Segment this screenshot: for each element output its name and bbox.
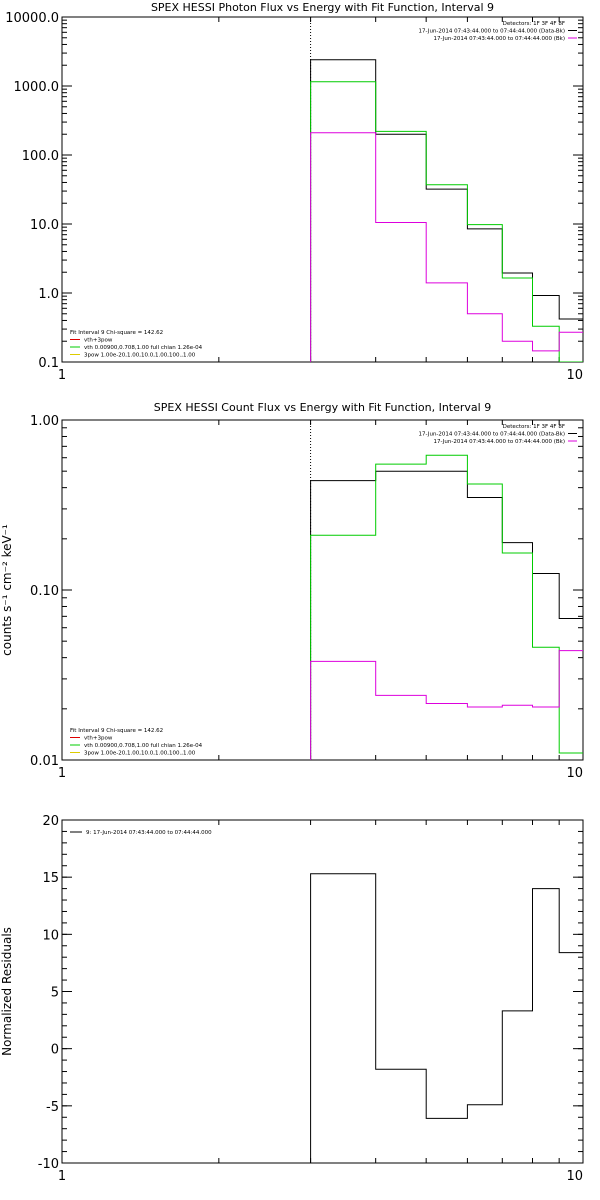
legend-text: 17-Jun-2014 07:43:44.000 to 07:44:44.000… xyxy=(433,36,565,42)
y-tick-label: 0.1 xyxy=(38,356,59,371)
series-line-2 xyxy=(310,81,583,362)
y-tick-label: -10 xyxy=(38,1157,59,1172)
series-line-1 xyxy=(310,873,583,1163)
y-tick-label: 100.0 xyxy=(22,149,59,164)
series-line-1 xyxy=(310,470,583,760)
series-line-3 xyxy=(310,650,583,760)
y-tick-label: 0 xyxy=(51,1043,59,1058)
legend-text: Fit Interval 9 Chi-square = 142.62 xyxy=(70,330,163,336)
y-tick-label: 10000.0 xyxy=(5,11,59,26)
legend-text: 3pow 1.00e-20,1.00,10.0,1.00,100.,1.00 xyxy=(84,353,196,359)
series-line-3 xyxy=(310,132,583,362)
legend-text: vth+3pow xyxy=(84,736,113,742)
legend-text: vth+3pow xyxy=(84,338,113,344)
legend-text: 17-Jun-2014 07:43:44.000 to 07:44:44.000… xyxy=(419,432,565,438)
legend-text: 3pow 1.00e-20,1.00,10.0,1.00,100.,1.00 xyxy=(84,751,196,757)
y-tick-label: -5 xyxy=(46,1100,59,1115)
y-axis-label: Normalized Residuals xyxy=(0,927,14,1056)
y-tick-label: 0.10 xyxy=(30,584,59,599)
x-tick-label: 10 xyxy=(566,766,583,781)
legend-text: vth 0.00900,0.708,1.00 full chian 1.26e-… xyxy=(84,345,203,351)
chart-panel-2: SPEX HESSI Count Flux vs Energy with Fit… xyxy=(0,401,584,781)
y-tick-label: 1000.0 xyxy=(14,80,60,95)
legend-text: Detectors: 1F 3F 4F 8F xyxy=(503,424,565,430)
chart-title: SPEX HESSI Count Flux vs Energy with Fit… xyxy=(154,401,491,414)
legend-text: 17-Jun-2014 07:43:44.000 to 07:44:44.000… xyxy=(433,439,565,445)
y-tick-label: 1.00 xyxy=(30,414,59,429)
y-tick-label: 15 xyxy=(42,871,59,886)
x-tick-label: 1 xyxy=(58,1169,66,1184)
series-line-1 xyxy=(310,59,583,362)
plot-frame xyxy=(61,16,584,363)
y-axis-label: counts s⁻¹ cm⁻² keV⁻¹ xyxy=(0,524,14,656)
series-line-2 xyxy=(310,454,583,760)
legend-text: 9: 17-Jun-2014 07:43:44.000 to 07:44:44.… xyxy=(86,830,212,836)
plot-frame xyxy=(61,419,584,761)
y-tick-label: 10 xyxy=(42,928,59,943)
y-tick-label: 20 xyxy=(42,814,59,829)
chart-title: SPEX HESSI Photon Flux vs Energy with Fi… xyxy=(151,1,494,14)
legend-text: Detectors: 1F 3F 4F 8F xyxy=(503,21,565,27)
legend-text: vth 0.00900,0.708,1.00 full chian 1.26e-… xyxy=(84,743,203,749)
y-tick-label: 0.01 xyxy=(30,754,59,769)
legend-text: Fit Interval 9 Chi-square = 142.62 xyxy=(70,728,163,734)
x-tick-label: 10 xyxy=(566,368,583,383)
x-tick-label: 10 xyxy=(566,1169,583,1184)
chart-panel-3: 1 10 -10 -5 0 5 10 15 20 Normalized Residuals 9: 1… xyxy=(0,814,584,1184)
y-tick-label: 10.0 xyxy=(30,218,59,233)
x-tick-label: 1 xyxy=(58,766,66,781)
plot-frame xyxy=(61,819,584,1164)
chart-panel-1: SPEX HESSI Photon Flux vs Energy with Fi… xyxy=(5,1,584,383)
legend-text: 17-Jun-2014 07:43:44.000 to 07:44:44.000… xyxy=(419,29,565,35)
y-tick-label: 1.0 xyxy=(38,287,59,302)
x-tick-label: 1 xyxy=(58,368,66,383)
y-tick-label: 5 xyxy=(51,986,59,1001)
